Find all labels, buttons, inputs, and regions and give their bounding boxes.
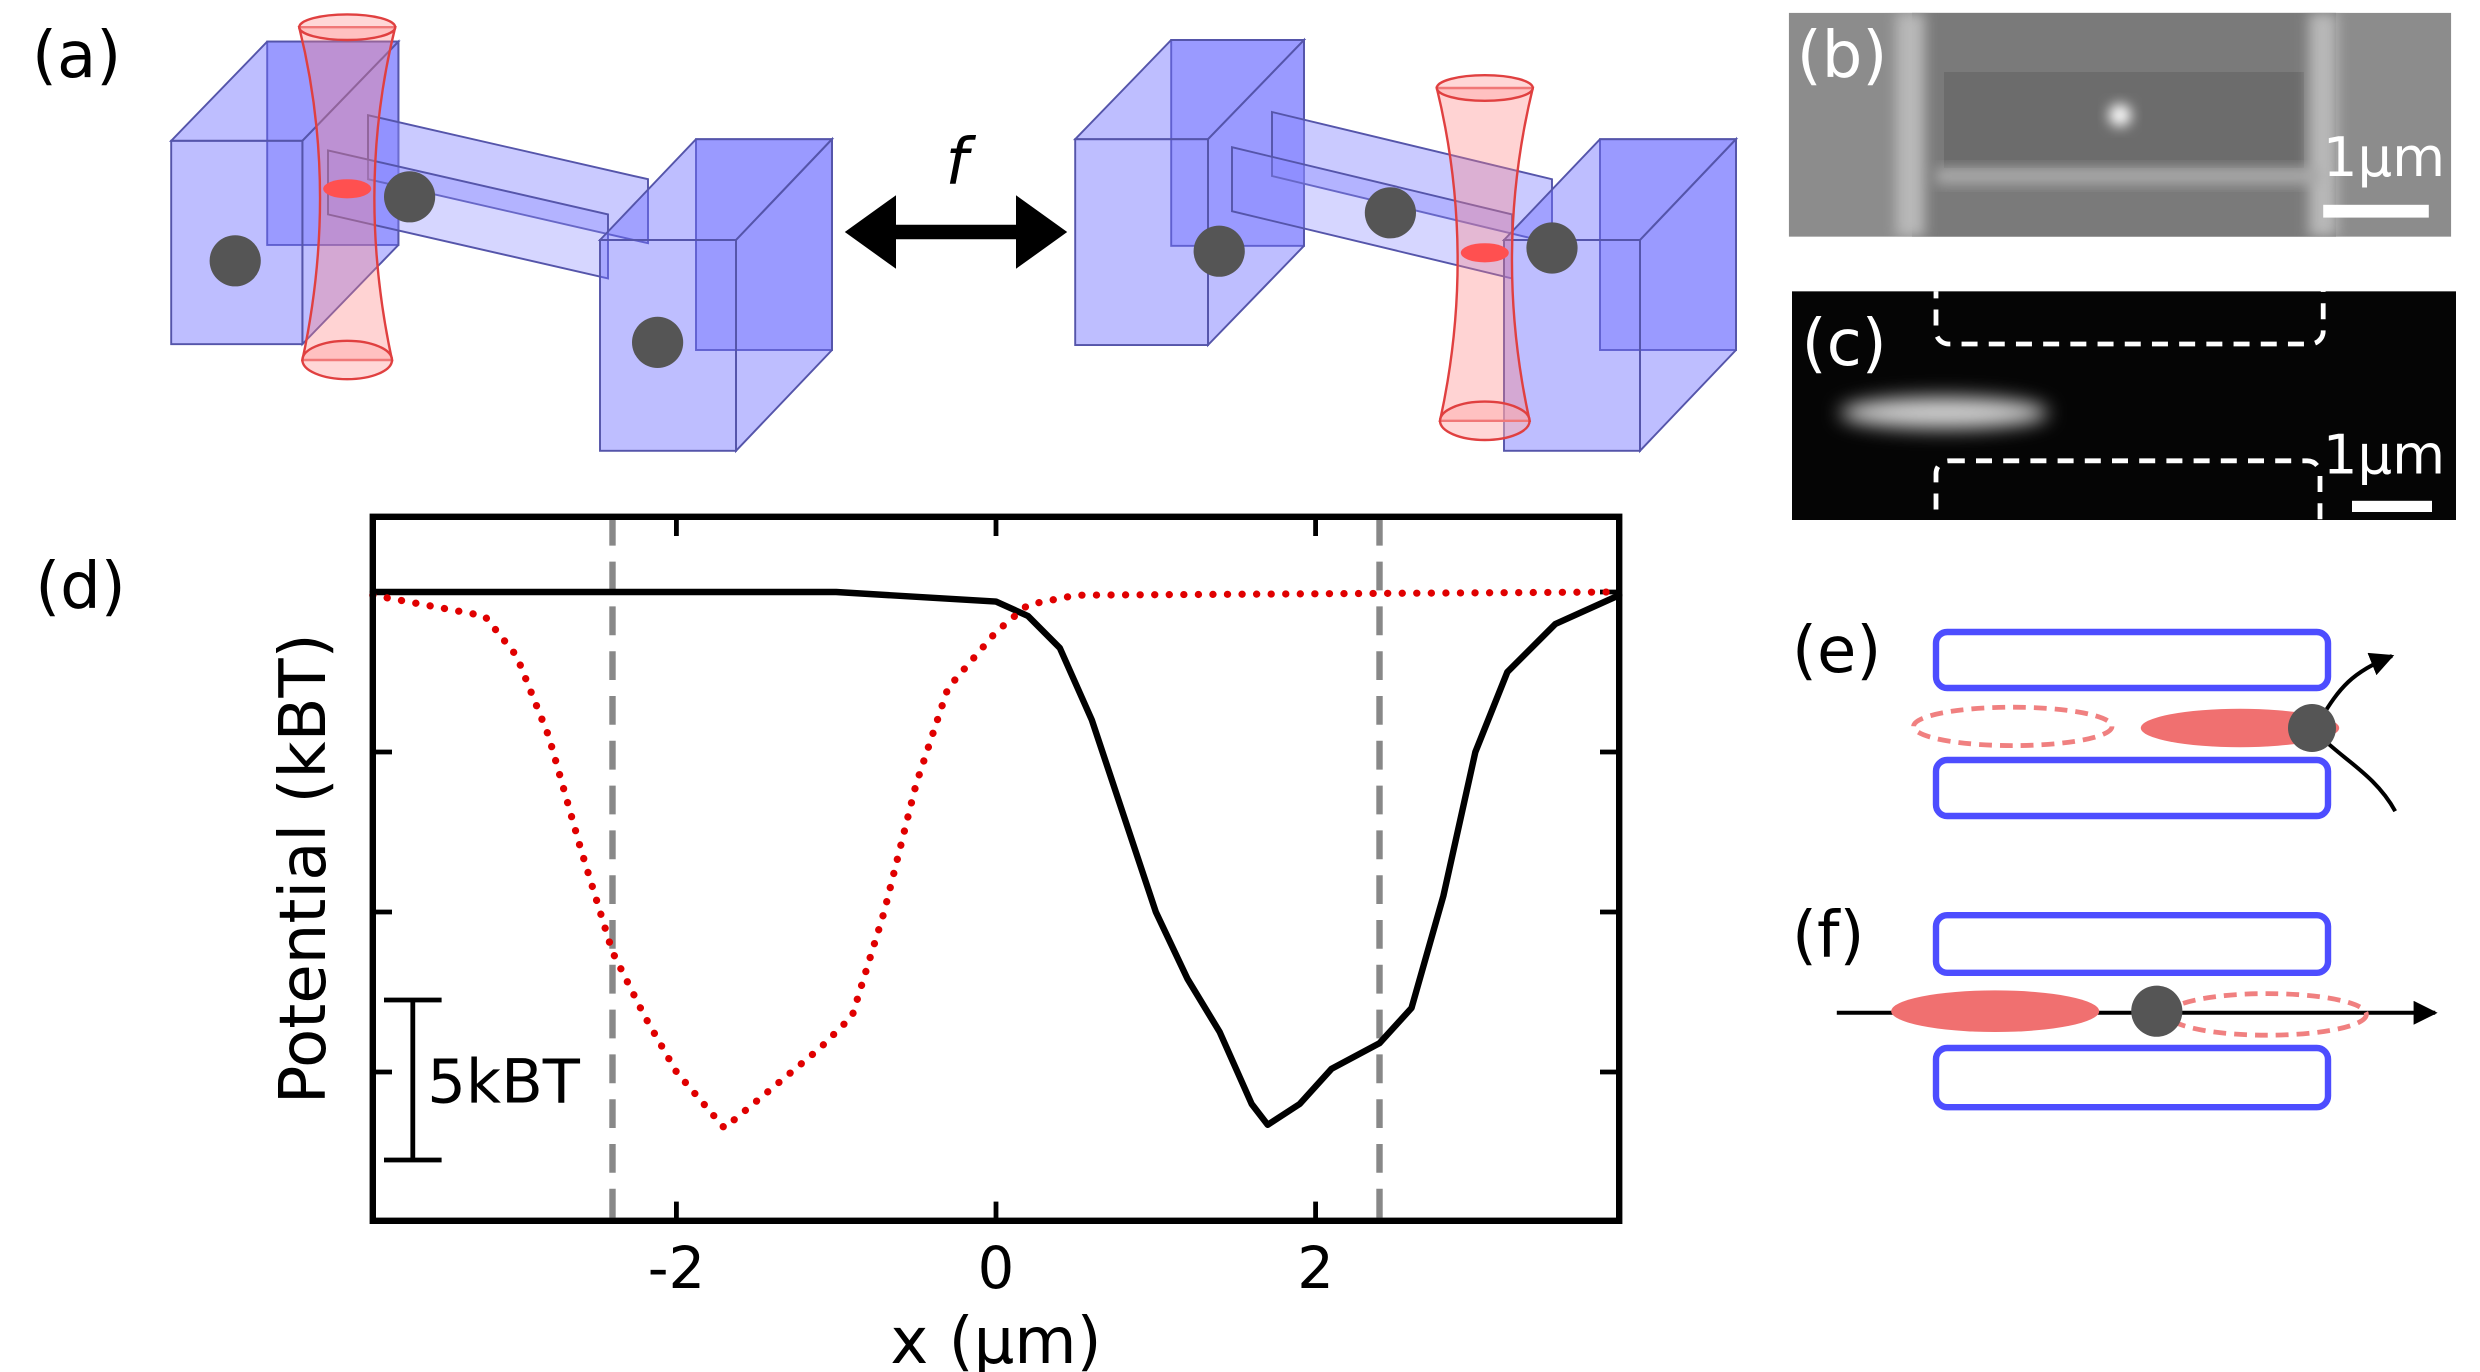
laser-focus [323, 179, 372, 199]
particle [1526, 222, 1578, 274]
panel-label: (d) [35, 550, 126, 624]
particle [1364, 187, 1416, 239]
x-tick-label: -2 [648, 1235, 705, 1302]
block-face [1074, 138, 1209, 346]
particle [384, 171, 436, 223]
panel-label: (b) [1797, 19, 1888, 93]
panel-a [168, 13, 1739, 454]
block-face [695, 138, 833, 351]
laser-end [1438, 400, 1531, 442]
particle [1193, 225, 1245, 277]
panel-e-diagram [1911, 628, 2397, 820]
block-face [599, 239, 737, 452]
panel-label: (a) [32, 19, 121, 93]
scale-label: 1μm [2323, 126, 2445, 189]
panel-b-image [1788, 12, 2452, 237]
laser-focus [1460, 243, 1509, 263]
series-line [369, 588, 1623, 1132]
scale-bar [2352, 500, 2432, 512]
arrow-heads [844, 195, 1068, 269]
laser-end [1435, 74, 1535, 102]
chart: (d) -2 0 2 5kBT x (μm) Potential (kBT) [35, 513, 1623, 1372]
scale-bar-label: 5kBT [427, 1047, 581, 1117]
bridge [367, 113, 649, 245]
particle [209, 235, 261, 287]
plot-frame [369, 513, 1623, 1224]
scale-bar [384, 997, 442, 1163]
y-axis-label: Potential (kBT) [267, 633, 341, 1104]
panel-label: (f) [1792, 899, 1864, 973]
panel-f-diagram [1836, 912, 2438, 1111]
scale-label: 1μm [2323, 424, 2445, 487]
panel-label: (e) [1792, 614, 1881, 688]
series-line [369, 588, 1623, 1128]
block-face [170, 139, 304, 346]
panel-c-image [1792, 291, 2456, 520]
x-tick-label: 2 [1297, 1235, 1334, 1302]
block-face [1599, 138, 1737, 351]
x-tick-label: 0 [978, 1235, 1015, 1302]
arrow-label: f [946, 126, 977, 200]
scale-bar [2323, 204, 2429, 218]
laser-end [301, 339, 394, 381]
panel-label: (c) [1802, 307, 1887, 381]
x-axis-label: x (μm) [890, 1305, 1101, 1372]
laser-end [298, 13, 397, 42]
particle [632, 316, 684, 368]
